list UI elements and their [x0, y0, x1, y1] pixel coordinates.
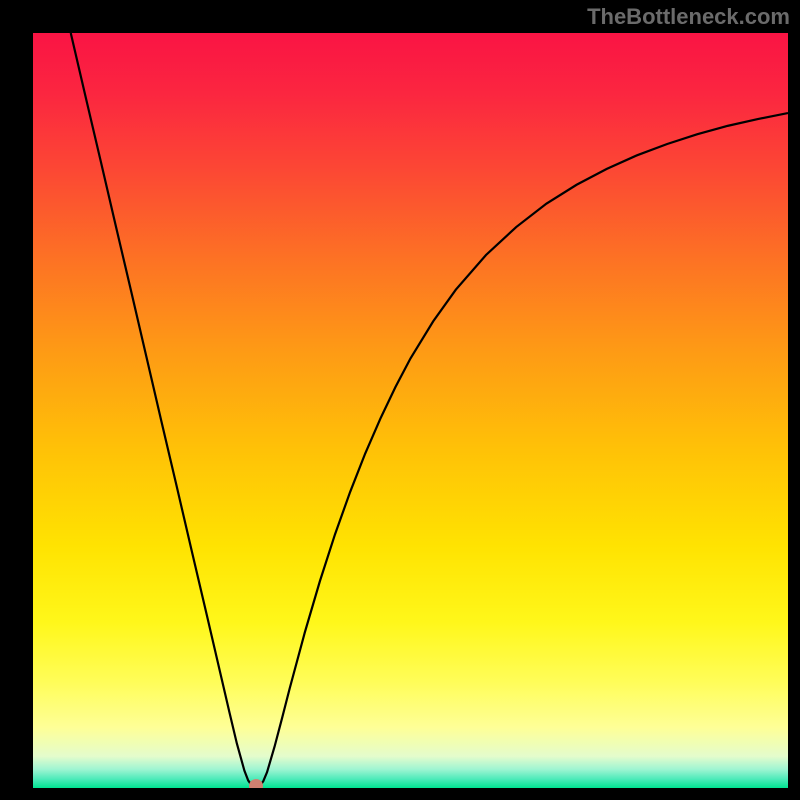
- curve-path: [71, 33, 788, 788]
- optimal-point-marker: [249, 779, 263, 788]
- chart-container: TheBottleneck.com: [0, 0, 800, 800]
- bottleneck-curve: [33, 33, 788, 788]
- plot-area: [33, 33, 788, 788]
- watermark-text: TheBottleneck.com: [587, 4, 790, 30]
